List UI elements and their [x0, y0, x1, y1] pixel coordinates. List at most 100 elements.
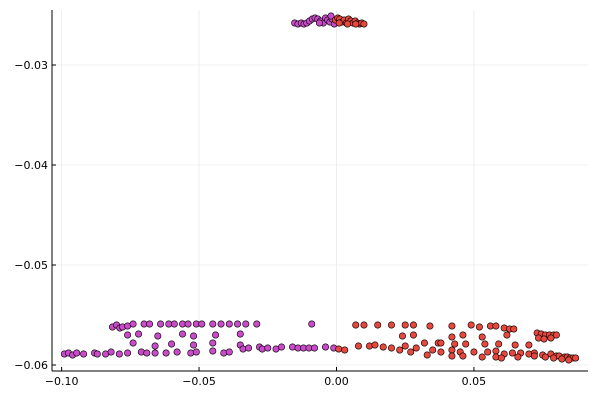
data-point	[396, 346, 404, 354]
data-point	[146, 320, 154, 328]
data-point	[398, 332, 406, 340]
data-point	[107, 348, 115, 356]
data-point	[179, 330, 187, 338]
data-point	[151, 342, 159, 350]
data-point	[511, 341, 519, 349]
y-tick-label: −0.06	[14, 359, 48, 372]
grid-lines	[52, 10, 588, 371]
data-point	[352, 20, 360, 28]
data-point	[412, 344, 420, 352]
data-point	[360, 20, 368, 28]
data-point	[236, 330, 244, 338]
data-point	[492, 347, 500, 355]
x-tick-label: 0.05	[462, 375, 487, 388]
data-point	[510, 325, 518, 333]
data-point	[352, 321, 360, 329]
data-point	[173, 348, 181, 356]
data-point	[407, 348, 415, 356]
data-point	[360, 321, 368, 329]
x-tick-label: −0.10	[45, 375, 79, 388]
data-point	[212, 331, 220, 339]
data-point	[525, 341, 533, 349]
data-point	[198, 320, 206, 328]
y-tick-label: −0.05	[14, 259, 48, 272]
data-point	[143, 349, 151, 357]
data-point	[115, 350, 123, 358]
data-point	[170, 320, 178, 328]
data-point	[426, 322, 434, 330]
data-point	[335, 19, 343, 27]
data-point	[129, 320, 137, 328]
data-point	[437, 339, 445, 347]
data-point	[470, 348, 478, 356]
data-point	[448, 333, 456, 341]
data-point	[481, 340, 489, 348]
data-point	[401, 321, 409, 329]
data-point	[225, 348, 233, 356]
data-point	[192, 348, 200, 356]
data-point	[245, 344, 253, 352]
data-point	[558, 355, 566, 363]
data-point	[209, 320, 217, 328]
data-point	[552, 331, 560, 339]
data-point	[308, 320, 316, 328]
data-point	[315, 19, 323, 27]
y-tick-label: −0.03	[14, 59, 48, 72]
data-point	[93, 350, 101, 358]
data-point	[264, 344, 272, 352]
data-point	[475, 323, 483, 331]
data-point	[547, 334, 555, 342]
data-point	[151, 349, 159, 357]
data-point	[514, 353, 522, 361]
data-point	[184, 320, 192, 328]
data-point	[162, 349, 170, 357]
data-point	[253, 320, 261, 328]
data-point	[371, 341, 379, 349]
data-point	[437, 348, 445, 356]
data-point	[190, 341, 198, 349]
data-point	[451, 340, 459, 348]
data-point	[484, 348, 492, 356]
data-point	[478, 333, 486, 341]
data-point	[478, 353, 486, 361]
data-point	[129, 339, 137, 347]
data-point	[429, 346, 437, 354]
data-point	[321, 343, 329, 351]
x-tick-label: 0.00	[324, 375, 349, 388]
data-point	[311, 344, 319, 352]
data-point	[387, 321, 395, 329]
data-point	[225, 320, 233, 328]
x-axis-ticks: −0.10 −0.05 0.00 0.05	[45, 367, 486, 388]
data-point	[448, 352, 456, 360]
data-point	[73, 349, 81, 357]
data-point	[135, 330, 143, 338]
y-axis-ticks: −0.03 −0.04 −0.05 −0.06	[14, 59, 56, 372]
data-point	[154, 332, 162, 340]
data-point	[157, 320, 165, 328]
data-point	[541, 353, 549, 361]
data-point	[540, 335, 548, 343]
data-point	[80, 350, 88, 358]
data-point	[448, 322, 456, 330]
data-point	[209, 347, 217, 355]
data-point	[168, 340, 176, 348]
data-point	[354, 342, 362, 350]
data-point	[379, 343, 387, 351]
data-point	[335, 345, 343, 353]
data-point	[242, 320, 250, 328]
data-point	[190, 332, 198, 340]
data-point	[401, 342, 409, 350]
axes	[51, 10, 588, 372]
data-point	[217, 320, 225, 328]
data-point	[234, 320, 242, 328]
data-point	[565, 356, 573, 364]
data-point	[409, 331, 417, 339]
data-point	[327, 12, 335, 20]
data-point	[550, 354, 558, 362]
data-point	[503, 331, 511, 339]
data-point	[341, 346, 349, 354]
data-point	[459, 331, 467, 339]
y-tick-label: −0.04	[14, 159, 48, 172]
data-point	[495, 340, 503, 348]
